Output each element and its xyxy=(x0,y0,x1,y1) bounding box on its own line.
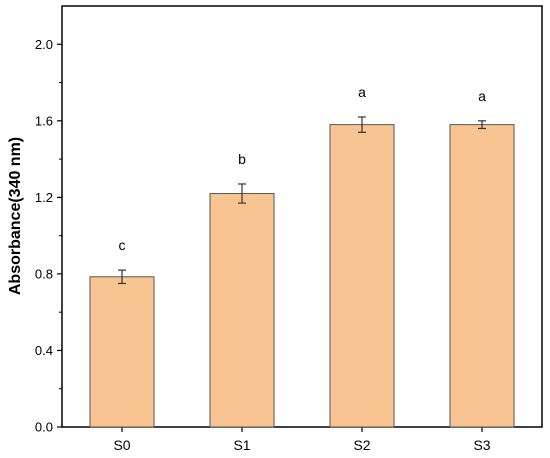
y-tick-label: 0.8 xyxy=(35,266,53,281)
bar-s2 xyxy=(329,124,395,428)
y-tick-label: 0.4 xyxy=(35,343,53,358)
y-tick-label: 1.2 xyxy=(35,190,53,205)
x-axis: S0 S1 S2 S3 xyxy=(113,427,491,453)
significance-label: a xyxy=(358,84,366,100)
significance-label: a xyxy=(478,88,486,104)
bar-s1 xyxy=(209,193,275,428)
plot-frame xyxy=(61,5,543,428)
bar-s3 xyxy=(449,124,515,428)
y-tick-label: 0.0 xyxy=(35,420,53,435)
y-tick-label: 1.6 xyxy=(35,113,53,128)
bars-group: c b a a xyxy=(89,84,515,428)
y-axis: 0.0 0.4 0.8 1.2 1.6 2.0 xyxy=(35,37,62,435)
x-tick-label: S3 xyxy=(473,437,490,453)
x-tick-label: S1 xyxy=(233,437,250,453)
significance-label: b xyxy=(238,151,246,167)
y-tick-label: 2.0 xyxy=(35,37,53,52)
y-axis-label: Absorbance(340 nm) xyxy=(7,137,24,295)
x-tick-label: S2 xyxy=(353,437,370,453)
significance-label: c xyxy=(119,237,126,253)
x-tick-label: S0 xyxy=(113,437,130,453)
bar-s0 xyxy=(89,276,155,428)
